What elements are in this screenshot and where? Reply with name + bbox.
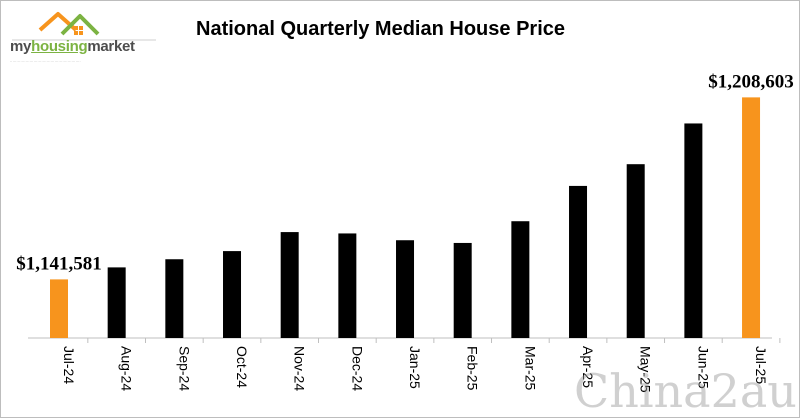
x-tick-label: Oct-24 <box>234 346 250 388</box>
bar-jun-25 <box>684 123 703 338</box>
bar-may-25 <box>626 164 645 338</box>
bar-apr-25 <box>569 185 588 338</box>
x-tick-label: Dec-24 <box>349 346 365 391</box>
x-tick-label: Sep-24 <box>176 346 192 391</box>
x-tick-label: Nov-24 <box>292 346 308 391</box>
bar-mar-25 <box>511 221 530 338</box>
bar-jul-24 <box>50 279 68 338</box>
x-tick-label: Jul-24 <box>61 346 77 384</box>
brand-part-market: market <box>87 38 135 55</box>
x-tick-label: Jan-25 <box>407 346 423 389</box>
x-tick-label: Apr-25 <box>580 346 596 388</box>
data-label: $1,141,581 <box>16 253 102 274</box>
data-label: $1,208,603 <box>708 71 794 92</box>
x-tick-label: Feb-25 <box>465 346 481 391</box>
x-tick-label: Jun-25 <box>695 346 711 389</box>
bar-aug-24 <box>107 267 126 338</box>
brand-tagline: ........................................… <box>10 58 81 63</box>
brand-part-my: my <box>10 38 32 55</box>
bar-jan-25 <box>396 240 415 338</box>
bar-oct-24 <box>223 251 242 338</box>
bar-sep-24 <box>165 259 184 338</box>
brand-logo: myhousingmarket ........................… <box>6 4 166 66</box>
bar-nov-24 <box>280 232 299 338</box>
brand-part-housing: housing <box>31 38 88 55</box>
house-roof-icon <box>12 12 156 41</box>
x-tick-label: Mar-25 <box>522 346 538 391</box>
x-tick-label: Jul-25 <box>753 346 769 384</box>
bar-dec-24 <box>338 233 357 338</box>
x-tick-label: Aug-24 <box>119 346 135 391</box>
bar-feb-25 <box>453 242 472 338</box>
chart-title: National Quarterly Median House Price <box>196 18 565 40</box>
bar-jul-25 <box>742 97 761 339</box>
brand-wordmark: myhousingmarket <box>10 38 135 55</box>
x-tick-label: May-25 <box>638 346 654 393</box>
